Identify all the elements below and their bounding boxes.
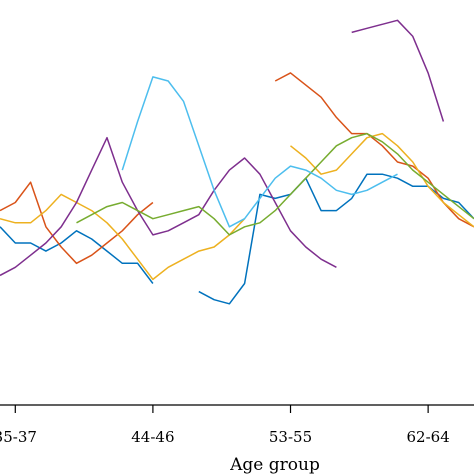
x-tick-label-1: 35-37	[0, 428, 37, 446]
series-2-line-segment-2	[274, 72, 474, 228]
series-6-line	[121, 76, 398, 228]
series-1-line-segment-2	[198, 173, 474, 305]
series-4-line-segment-2	[351, 19, 445, 122]
series-layer	[0, 19, 474, 305]
x-axis-label: Age group	[229, 455, 320, 474]
series-2-line	[0, 181, 154, 265]
x-tick-label-2: 44-46	[131, 428, 174, 446]
x-tick-label-4: 62-64	[407, 428, 450, 446]
x-ticks: 35-37 44-46 53-55 62-64	[0, 405, 450, 446]
series-5-line	[76, 132, 474, 236]
series-1-line	[0, 226, 154, 284]
x-tick-label-3: 53-55	[269, 428, 312, 446]
series-3-line-segment-2	[290, 132, 474, 228]
series-3-line	[0, 193, 246, 281]
series-4-line	[0, 136, 337, 277]
